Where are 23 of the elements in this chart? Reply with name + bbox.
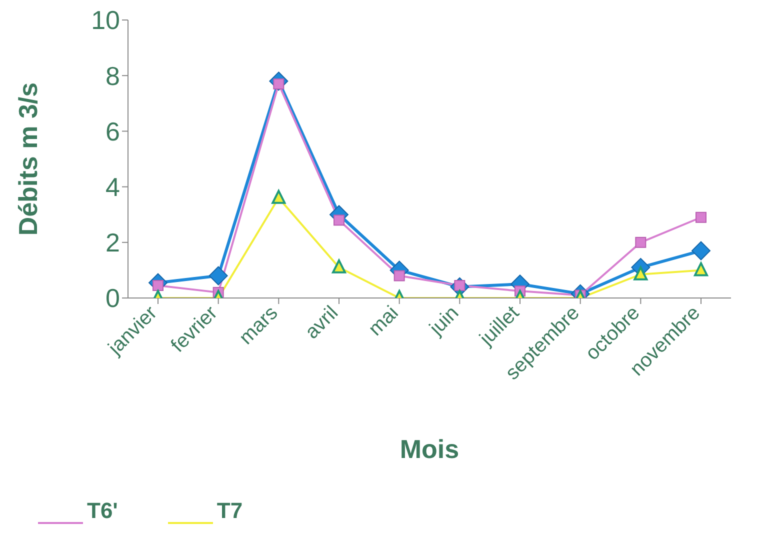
point — [635, 236, 646, 248]
y-tick-label: 10 — [91, 5, 120, 36]
point — [334, 214, 344, 226]
x-axis-title: Mois — [400, 434, 460, 464]
y-tick-label: 8 — [106, 60, 120, 91]
y-tick-label: 0 — [106, 283, 120, 314]
legend-label: T7 — [216, 498, 243, 524]
legend-label: T6' — [87, 498, 118, 524]
x-tick-label: avril — [301, 302, 343, 344]
y-tick-label: 4 — [106, 172, 120, 202]
x-tick-label: mai — [364, 302, 403, 340]
y-tick-label: 2 — [106, 228, 120, 258]
point — [634, 266, 648, 280]
point — [694, 262, 708, 276]
point — [332, 259, 346, 274]
y-tick-label: 6 — [106, 116, 120, 146]
point — [394, 270, 405, 282]
y-axis-title: Débits m 3/s — [13, 82, 44, 236]
point — [696, 212, 706, 223]
point — [272, 190, 286, 204]
x-tick-label: juin — [424, 302, 464, 340]
point — [208, 266, 228, 286]
point — [692, 241, 710, 260]
